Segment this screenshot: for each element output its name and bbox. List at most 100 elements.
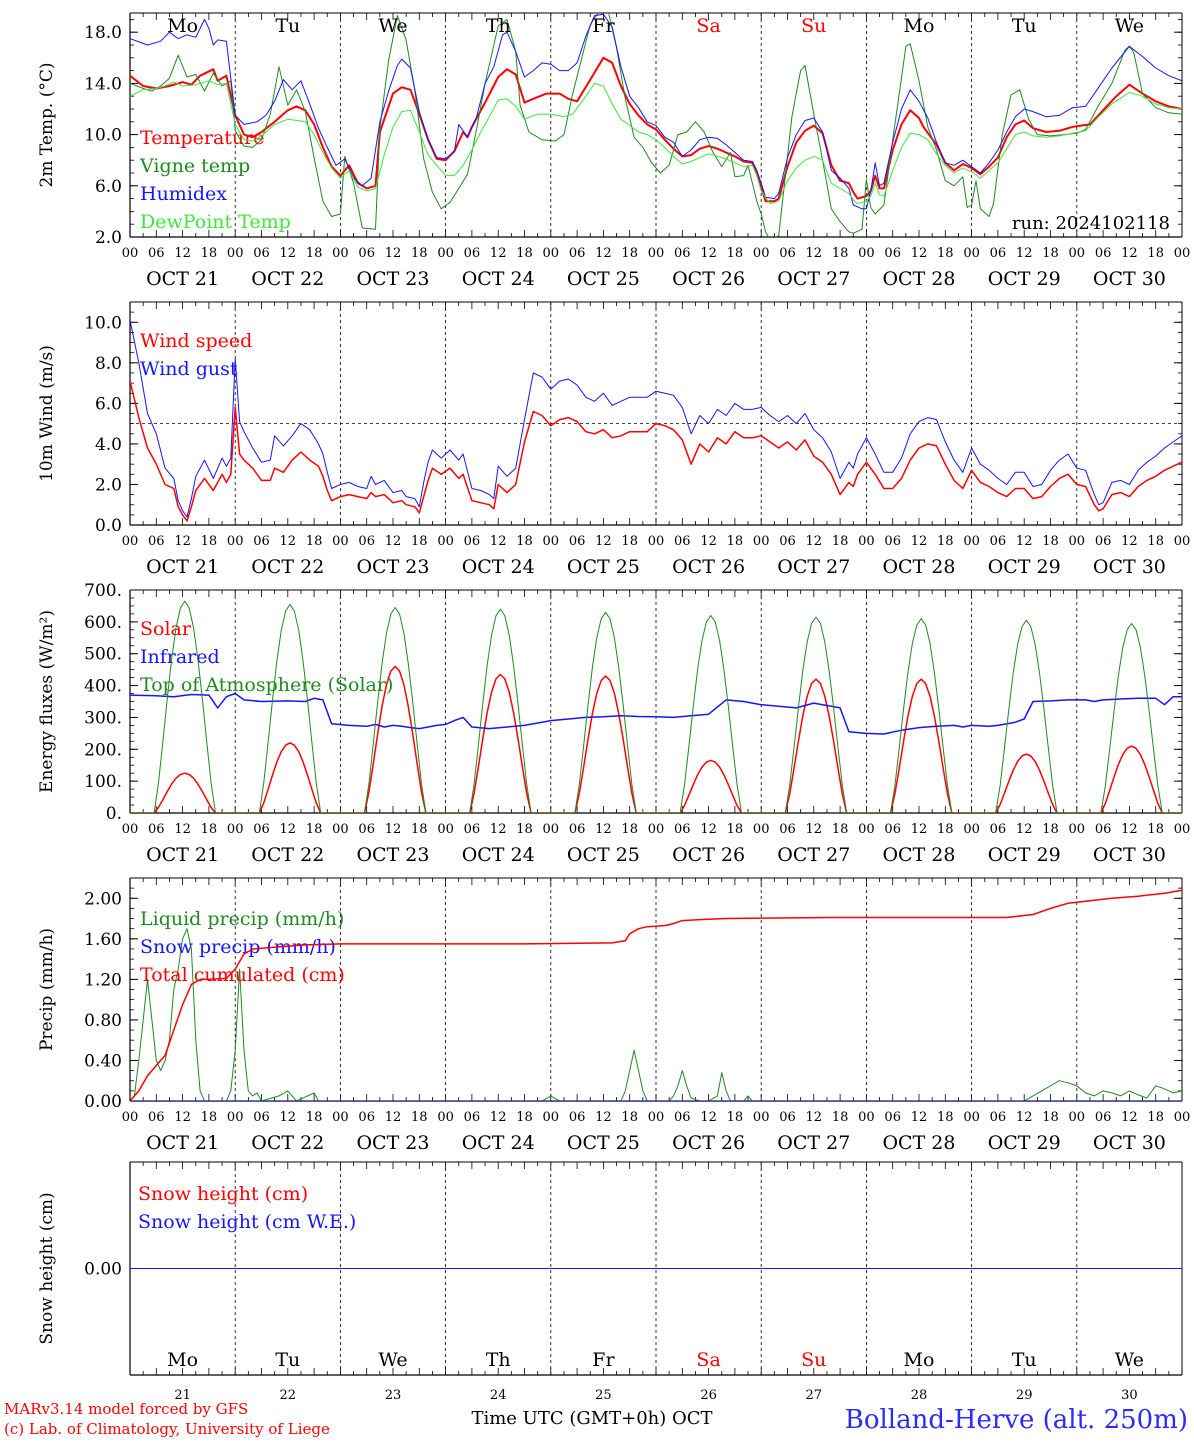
day-abbr-label: Th [486, 15, 511, 37]
hour-tick-label: 00 [858, 246, 875, 261]
hour-tick-label: 12 [490, 822, 507, 837]
legend-entry: Temperature [140, 127, 264, 149]
hour-tick-label: 06 [779, 822, 796, 837]
hour-tick-label: 18 [1042, 1110, 1059, 1125]
date-label: OCT 26 [672, 556, 745, 578]
date-label: OCT 28 [882, 1132, 955, 1154]
hour-tick-label: 06 [464, 1110, 481, 1125]
hour-tick-label: 00 [543, 246, 560, 261]
hour-tick-label: 06 [779, 534, 796, 549]
hour-tick-label: 12 [806, 246, 823, 261]
series-line-humidex [130, 13, 1182, 210]
y-tick-label: 18.0 [84, 23, 122, 43]
hour-tick-label: 18 [201, 246, 218, 261]
date-label: OCT 24 [462, 268, 535, 290]
date-label: OCT 24 [462, 844, 535, 866]
hour-tick-label: 06 [674, 246, 691, 261]
hour-tick-label: 12 [490, 1110, 507, 1125]
series-line-infrared [130, 692, 1182, 735]
hour-tick-label: 06 [990, 822, 1007, 837]
day-abbr-label: Mo [167, 1349, 198, 1371]
hour-tick-label: 06 [148, 1110, 165, 1125]
date-label: OCT 26 [672, 268, 745, 290]
date-label: OCT 25 [567, 556, 640, 578]
hour-tick-label: 06 [569, 1110, 586, 1125]
hour-tick-label: 12 [174, 246, 191, 261]
day-number-label: 30 [1121, 1388, 1138, 1403]
series-line-vigne-temp [130, 13, 1182, 237]
hour-tick-label: 12 [1016, 534, 1033, 549]
date-label: OCT 22 [251, 844, 324, 866]
hour-tick-label: 12 [1016, 822, 1033, 837]
hour-tick-label: 06 [1095, 1110, 1112, 1125]
hour-tick-label: 18 [516, 1110, 533, 1125]
hour-tick-label: 00 [332, 1110, 349, 1125]
hour-tick-label: 12 [1121, 822, 1138, 837]
hour-tick-label: 18 [1042, 822, 1059, 837]
hour-tick-label: 06 [358, 822, 375, 837]
date-label: OCT 23 [356, 268, 429, 290]
hour-tick-label: 00 [963, 822, 980, 837]
day-abbr-label: Tu [275, 15, 300, 37]
footer-time-axis-label: Time UTC (GMT+0h) OCT [471, 1408, 712, 1429]
hour-tick-label: 12 [1121, 1110, 1138, 1125]
day-abbr-label: Tu [1012, 15, 1037, 37]
hour-tick-label: 12 [1121, 246, 1138, 261]
hour-tick-label: 00 [227, 246, 244, 261]
hour-tick-label: 18 [306, 822, 323, 837]
hour-tick-label: 18 [727, 822, 744, 837]
hour-tick-label: 00 [437, 246, 454, 261]
hour-tick-label: 06 [253, 822, 270, 837]
y-tick-label: 8.0 [95, 354, 122, 374]
hour-tick-label: 00 [753, 534, 770, 549]
hour-tick-label: 18 [516, 534, 533, 549]
series-line-dewpoint-temp [130, 80, 1182, 205]
hour-tick-label: 18 [516, 246, 533, 261]
y-tick-label: 500. [84, 645, 122, 665]
hour-tick-label: 00 [753, 246, 770, 261]
hour-tick-label: 06 [464, 822, 481, 837]
day-number-label: 22 [280, 1388, 297, 1403]
date-label: OCT 24 [462, 556, 535, 578]
hour-tick-label: 00 [543, 534, 560, 549]
hour-tick-label: 06 [569, 822, 586, 837]
chart-panel-4: 0.00 0.40 0.80 1.20 1.60 2.00 Precip (mm/h) Liq… [37, 877, 1190, 1154]
hour-tick-label: 12 [174, 534, 191, 549]
day-abbr-label: Su [801, 15, 826, 37]
date-label: OCT 24 [462, 1132, 535, 1154]
hour-tick-label: 06 [1095, 246, 1112, 261]
date-label: OCT 23 [356, 844, 429, 866]
hour-tick-label: 06 [674, 534, 691, 549]
y-tick-label: 6.0 [95, 177, 122, 197]
hour-tick-label: 12 [1016, 1110, 1033, 1125]
hour-tick-label: 18 [832, 822, 849, 837]
hour-tick-label: 18 [621, 822, 638, 837]
hour-tick-label: 12 [595, 822, 612, 837]
date-label: OCT 29 [988, 1132, 1061, 1154]
hour-tick-label: 18 [411, 822, 428, 837]
y-tick-label: 0.40 [84, 1051, 122, 1071]
y-tick-label: 300. [84, 708, 122, 728]
hour-tick-label: 18 [937, 1110, 954, 1125]
legend-entry: Top of Atmosphere (Solar) [140, 674, 393, 696]
hour-tick-label: 18 [1042, 246, 1059, 261]
hour-tick-label: 00 [753, 1110, 770, 1125]
hour-tick-label: 12 [1121, 534, 1138, 549]
date-label: OCT 26 [672, 844, 745, 866]
y-axis-label: Precip (mm/h) [37, 928, 57, 1051]
day-abbr-label: Mo [904, 15, 935, 37]
hour-tick-label: 06 [674, 1110, 691, 1125]
hour-tick-label: 06 [779, 1110, 796, 1125]
hour-tick-label: 12 [700, 822, 717, 837]
y-axis-label: 10m Wind (m/s) [37, 345, 57, 482]
hour-tick-label: 18 [1147, 1110, 1164, 1125]
hour-tick-label: 00 [648, 1110, 665, 1125]
date-label: OCT 23 [356, 556, 429, 578]
hour-tick-label: 06 [884, 246, 901, 261]
day-abbr-label: Fr [592, 1349, 615, 1371]
y-tick-label: 0.0 [95, 516, 122, 536]
hour-tick-label: 06 [358, 1110, 375, 1125]
series-line-wind-speed [130, 380, 1182, 522]
hour-tick-label: 06 [464, 534, 481, 549]
